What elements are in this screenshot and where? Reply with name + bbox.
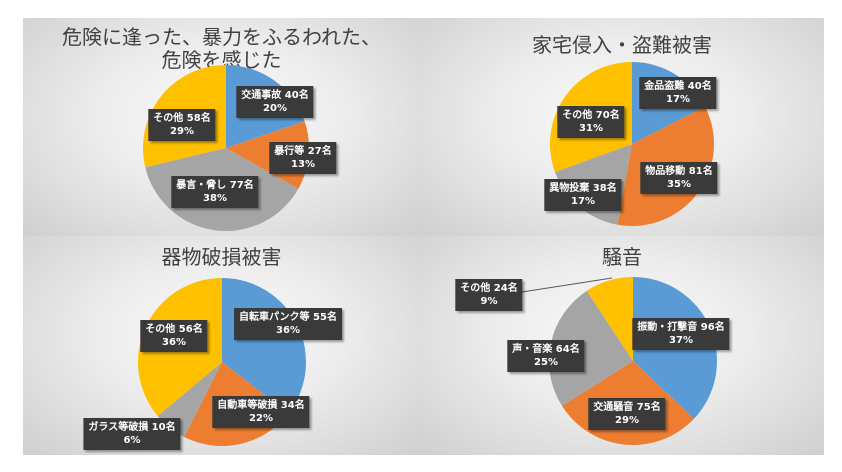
data-label: 金品盗難 40名 17% xyxy=(639,77,717,109)
data-label: その他 56名 36% xyxy=(140,320,208,352)
data-label: 異物投棄 38名 17% xyxy=(544,179,622,211)
data-label: 振動・打撃音 96名 37% xyxy=(632,318,730,350)
chart-title-line2: 危険を感じた xyxy=(161,48,282,72)
chart-title: 騒音 xyxy=(602,245,642,269)
data-label: その他 24名 9% xyxy=(455,279,523,311)
data-label: 声・音楽 64名 25% xyxy=(507,340,585,372)
data-label: 物品移動 81名 35% xyxy=(640,162,718,194)
chart-title-line1: 危険に逢った、暴力をふるわれた、 xyxy=(62,25,381,49)
data-label: 自動車等破損 34名 22% xyxy=(212,396,310,428)
data-label: 暴言・脅し 77名 38% xyxy=(171,176,259,208)
pie-slice xyxy=(549,290,633,406)
data-label: ガラス等破損 10名 6% xyxy=(83,418,181,450)
chart-panel-noise: 騒音 振動・打撃音 96名 37% 交通騒音 75名 29% 声・音楽 64名 25%… xyxy=(420,236,824,455)
data-label: 自転車パンク等 55名 36% xyxy=(234,308,342,340)
chart-panel-burglary: 家宅侵入・盗難被害 金品盗難 40名 17% 物品移動 81名 35% 異物投棄 3… xyxy=(420,18,824,236)
data-label: 交通騒音 75名 29% xyxy=(588,398,666,430)
chart-title: 家宅侵入・盗難被害 xyxy=(532,33,712,57)
data-label: その他 58名 29% xyxy=(148,109,216,141)
chart-title: 器物破損被害 xyxy=(161,245,282,269)
data-label: その他 70名 31% xyxy=(557,106,625,138)
chart-panel-danger: 危険に逢った、暴力をふるわれた、 危険を感じた 交通事故 40名 20% 暴行等 … xyxy=(23,18,420,236)
chart-panel-property-damage: 器物破損被害 自転車パンク等 55名 36% 自動車等破損 34名 22% ガラス等… xyxy=(23,236,420,455)
leader-line xyxy=(521,277,613,293)
data-label: 暴行等 27名 13% xyxy=(269,142,337,174)
pie-slice xyxy=(586,277,633,361)
data-label: 交通事故 40名 20% xyxy=(236,86,314,118)
